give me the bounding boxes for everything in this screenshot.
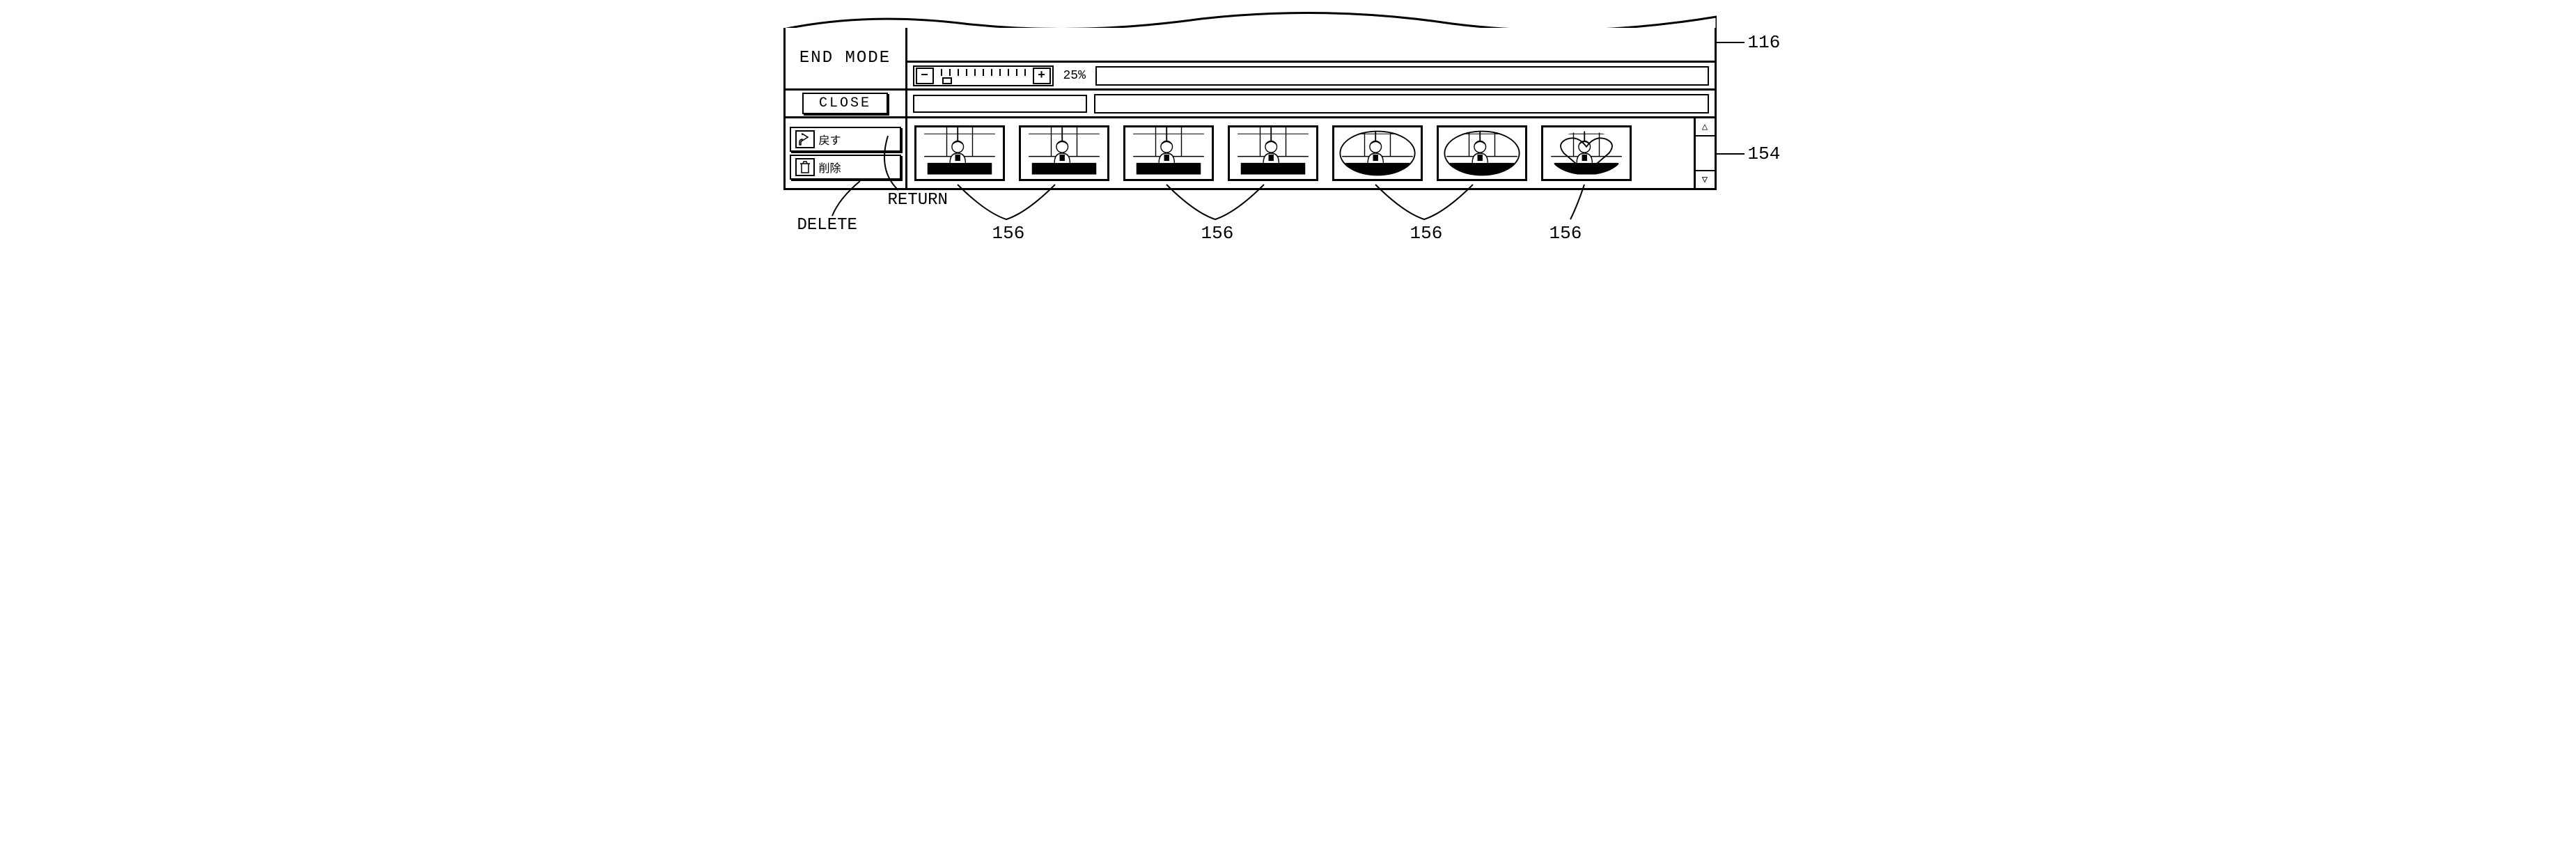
editor-panel: END MODE − + 25% CLOSE — [783, 28, 1717, 190]
status-field-1 — [1095, 66, 1709, 86]
row-thumbnails: 戻す 削除 — [786, 118, 1715, 188]
ref-156-4: 156 — [1549, 223, 1582, 244]
status-field-3 — [1094, 94, 1709, 114]
return-button[interactable]: 戻す — [790, 127, 901, 152]
delete-en-label: DELETE — [797, 216, 857, 235]
undo-icon — [795, 130, 815, 148]
header-right: − + 25% — [907, 28, 1715, 91]
ref-156-1: 156 — [992, 223, 1025, 244]
brace-156-3 — [1361, 185, 1487, 226]
end-mode-button[interactable]: END MODE — [786, 28, 907, 91]
scroll-up-button[interactable]: △ — [1696, 118, 1715, 136]
ref-116: 116 — [1748, 32, 1781, 53]
ref-154: 154 — [1748, 143, 1781, 164]
row-header: END MODE − + 25% — [786, 28, 1715, 91]
status-field-2 — [913, 95, 1087, 113]
close-button[interactable]: CLOSE — [802, 93, 888, 114]
trash-icon — [795, 158, 815, 176]
zoom-bar: − + 25% — [907, 63, 1715, 91]
scroll-down-button[interactable]: ▽ — [1696, 170, 1715, 188]
zoom-in-button[interactable]: + — [1033, 68, 1051, 84]
thumbnail-strip — [907, 118, 1694, 188]
template-thumbnail[interactable] — [1332, 125, 1423, 181]
action-cell: 戻す 削除 — [786, 118, 907, 188]
lead-116 — [1717, 42, 1744, 43]
close-cell: CLOSE — [786, 91, 907, 116]
zoom-out-button[interactable]: − — [916, 68, 934, 84]
scroll-track[interactable] — [1696, 136, 1715, 170]
return-en-label: RETURN — [888, 191, 948, 210]
header-blank — [907, 28, 1715, 63]
figure-root: END MODE − + 25% CLOSE — [783, 28, 1793, 190]
zoom-ticks — [937, 68, 1030, 84]
ref-156-2: 156 — [1201, 223, 1234, 244]
template-thumbnail[interactable] — [914, 125, 1005, 181]
row-close: CLOSE — [786, 91, 1715, 118]
zoom-percent-label: 25% — [1059, 69, 1090, 83]
template-thumbnail[interactable] — [1437, 125, 1527, 181]
template-thumbnail[interactable] — [1123, 125, 1214, 181]
row-close-right — [907, 91, 1715, 116]
template-thumbnail[interactable] — [1541, 125, 1632, 181]
brace-156-2 — [1153, 185, 1278, 226]
ref-156-3: 156 — [1410, 223, 1443, 244]
template-thumbnail[interactable] — [1019, 125, 1109, 181]
return-label: 戻す — [819, 131, 841, 148]
delete-button[interactable]: 削除 — [790, 155, 901, 180]
template-thumbnail[interactable] — [1228, 125, 1318, 181]
delete-label: 削除 — [819, 159, 841, 175]
brace-156-4 — [1563, 185, 1605, 226]
scrollbar[interactable]: △ ▽ — [1694, 118, 1715, 188]
brace-156-1 — [944, 185, 1069, 226]
zoom-slider[interactable]: − + — [913, 65, 1054, 86]
lead-154 — [1717, 153, 1744, 155]
